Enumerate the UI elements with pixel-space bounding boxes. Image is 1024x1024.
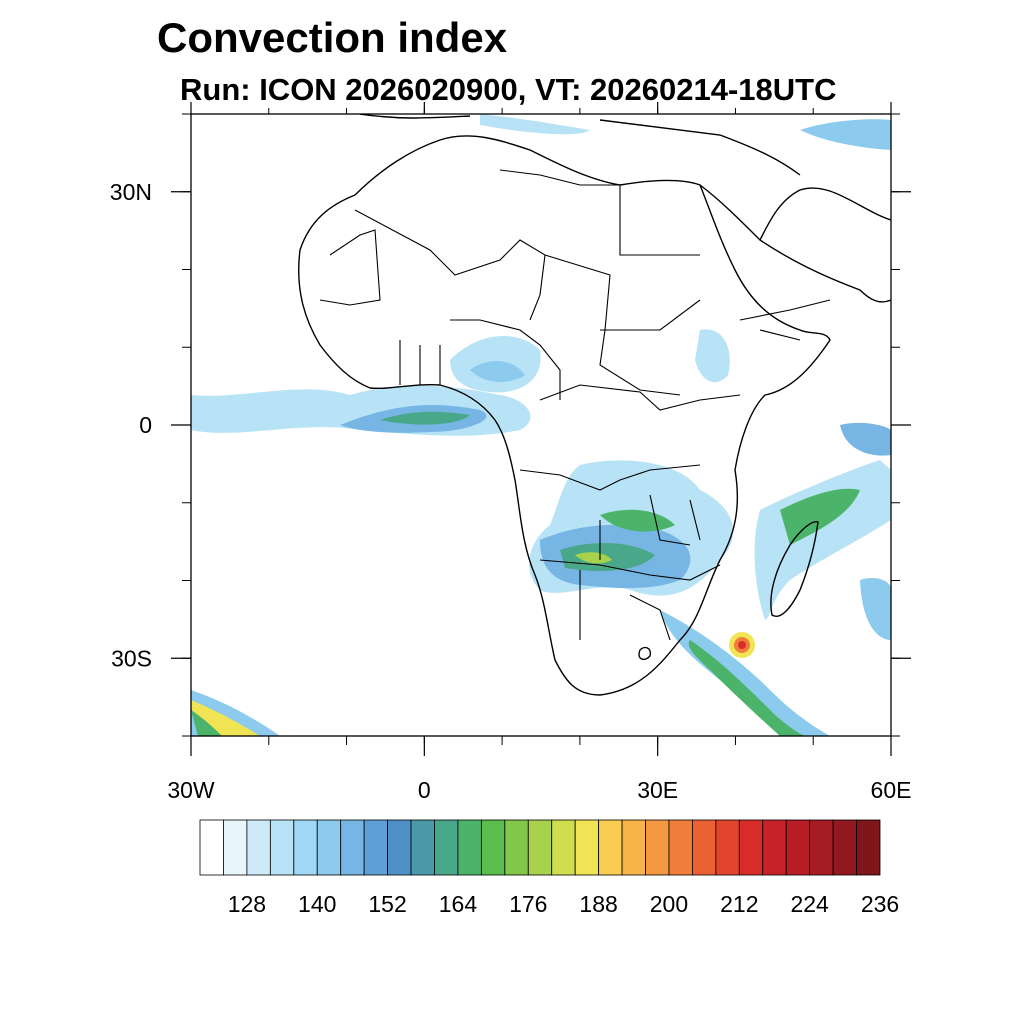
chart-subtitle: Run: ICON 2026020900, VT: 20260214-18UTC [180,72,837,107]
colorbar-swatch [199,819,224,876]
coastlines [298,114,891,696]
colorbar-swatch [246,819,271,876]
colorbar-swatch [223,819,248,876]
lon-tick-label: 60E [871,777,912,803]
colorbar-swatch [293,819,318,876]
colorbar-swatch [363,819,388,876]
colorbar-swatch [269,819,295,876]
colorbar-swatch [692,819,717,876]
colorbar-swatch [785,819,811,876]
colorbar-swatch [856,819,881,876]
colorbar-swatch [598,819,623,876]
colorbar-swatch [316,819,342,876]
colorbar-swatch [809,819,834,876]
colorbar-label: 212 [720,891,758,917]
lat-tick-label: 30S [111,645,152,671]
colorbar-swatch [762,819,787,876]
colorbar-label: 128 [228,891,266,917]
country-borders [319,169,831,641]
lat-tick-label: 30N [110,179,152,205]
chart-title: Convection index [157,14,508,61]
convection-field [191,114,891,736]
colorbar-swatch [668,819,693,876]
colorbar-label: 200 [650,891,688,917]
lon-tick-label: 30E [637,777,678,803]
colorbar-label: 152 [368,891,406,917]
axis-ticks [171,102,911,756]
colorbar-swatch [387,819,412,876]
colorbar-label: 176 [509,891,547,917]
colorbar-label: 164 [439,891,478,917]
colorbar-swatch [434,819,459,876]
colorbar-swatch [457,819,482,876]
lat-tick-label: 0 [139,412,152,438]
colorbar-label: 236 [861,891,899,917]
lon-tick-label: 30W [167,777,215,803]
colorbar-label: 140 [298,891,336,917]
colorbar-swatch [621,819,646,876]
colorbar-swatch [832,819,857,876]
colorbar-swatch [645,819,670,876]
colorbar-swatch [738,819,764,876]
colorbar-swatch [504,819,529,876]
colorbar-labels: 128 140 152 164 176 188 200 212 224 236 [228,891,899,917]
colorbar-swatch [340,819,365,876]
colorbar-swatch [527,819,553,876]
colorbar-swatch [551,819,576,876]
colorbar-label: 188 [579,891,617,917]
colorbar-swatch [480,819,506,876]
colorbar-swatch [410,819,435,876]
colorbar-swatch [715,819,740,876]
lon-tick-label: 0 [418,777,431,803]
colorbar-swatch [574,819,600,876]
colorbar [199,819,881,876]
axis-tick-labels: 30W 0 30E 60E 30N 0 30S [110,179,912,803]
colorbar-label: 224 [790,891,829,917]
